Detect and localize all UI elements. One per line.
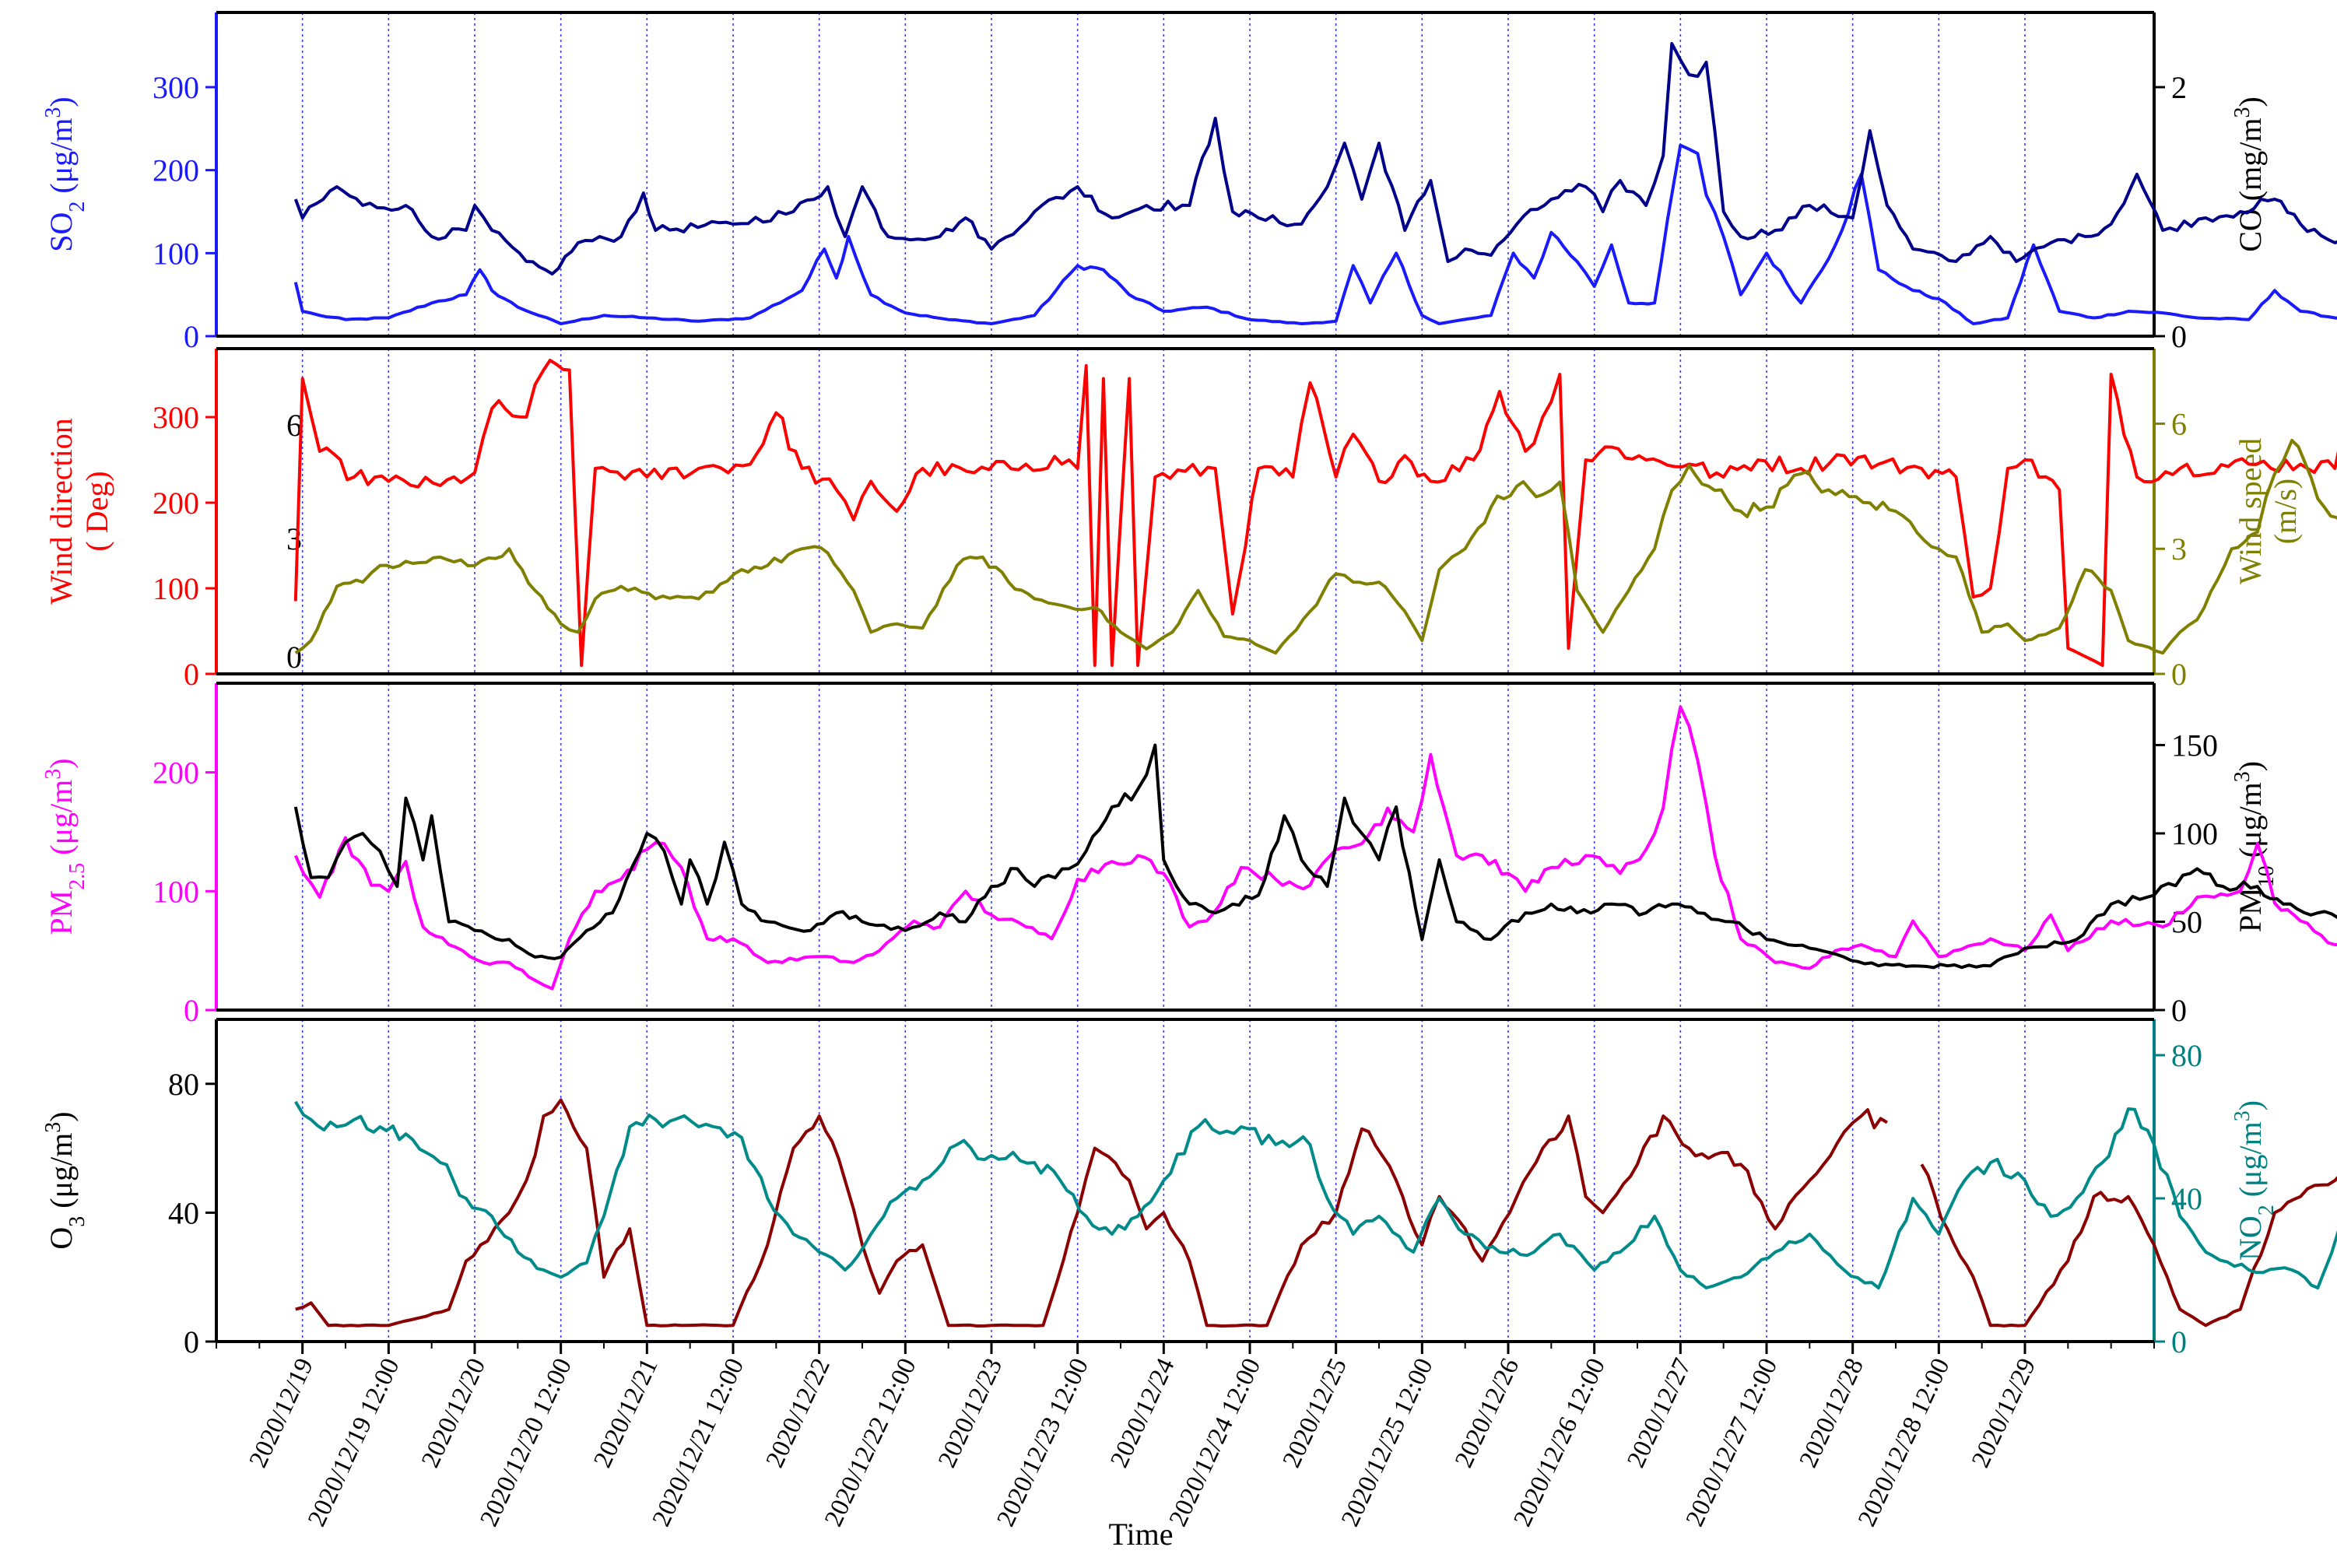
series-line-wind-direction [293,359,2337,667]
x-tick-label: 2020/12/25 [1278,1354,1353,1472]
right-axis-title: CO (mg/m3) [2230,96,2269,252]
right-axis-title: PM10 (μg/m3) [2230,761,2279,932]
panel-so2-co: 0 100 200 300 0 2 SO2 (μg/m3) CO (mg/m3) [41,11,2337,354]
series-line-pm2-5 [293,705,2337,991]
left-axis-title: O3 (μg/m3) [41,1111,89,1249]
left-axis-title: Wind direction [44,418,79,604]
left-axis-title: PM2.5 (μg/m3) [41,758,89,935]
x-tick-label: 2020/12/23 [933,1354,1008,1472]
series-line-o3 [295,1098,1888,1328]
right-tick-label: 3 [2171,531,2187,567]
right-tick-label: 6 [2171,406,2187,441]
x-tick-label: 2020/12/23 12:00 [991,1354,1093,1531]
right-tick-label: 150 [2171,728,2218,763]
left-tick-label: 100 [153,571,199,606]
left-tick-label: 200 [153,756,199,791]
left-tick-label: 300 [153,400,199,435]
x-tick-label: 2020/12/26 12:00 [1508,1354,1610,1531]
left-tick-label: 0 [184,319,199,354]
x-tick-label: 2020/12/26 [1450,1354,1525,1472]
left-tick-label: 200 [153,153,199,188]
inset-label: 3 [286,521,302,556]
left-tick-label: 80 [168,1067,199,1102]
x-tick-label: 2020/12/27 12:00 [1681,1354,1783,1531]
right-axis-title: NO2 (μg/m3) [2230,1100,2279,1261]
right-tick-label: 80 [2171,1038,2202,1073]
inset-label: 6 [286,408,302,443]
left-tick-label: 40 [168,1195,199,1230]
right-tick-label: 0 [2171,993,2187,1028]
x-tick-label: 2020/12/27 [1622,1354,1697,1472]
right-tick-label: 0 [2171,1324,2187,1359]
x-tick-label: 2020/12/20 [416,1354,491,1472]
x-tick-label: 2020/12/22 [761,1354,836,1472]
x-tick-label: 2020/12/21 [588,1354,663,1472]
series-line-co [293,42,2337,275]
left-tick-label: 0 [184,993,199,1028]
x-tick-label: 2020/12/24 12:00 [1164,1354,1266,1531]
left-tick-label: 200 [153,486,199,521]
x-tick-label: 2020/12/28 [1795,1354,1869,1472]
left-tick-label: 100 [153,236,199,271]
x-tick-label: 2020/12/29 [1967,1354,2041,1472]
left-tick-label: 0 [184,1324,199,1359]
x-tick-label: 2020/12/20 12:00 [475,1354,577,1531]
series-line-so2 [293,143,2337,325]
x-tick-label: 2020/12/25 12:00 [1336,1354,1438,1531]
right-axis-unit: (m/s) [2268,479,2303,544]
left-axis-title: SO2 (μg/m3) [41,96,89,251]
x-axis-title: Time [1108,1517,1173,1552]
left-axis-unit: ( Deg) [79,471,114,551]
x-tick-label: 2020/12/19 [244,1354,319,1472]
x-tick-label: 2020/12/22 12:00 [819,1354,921,1531]
series-line-wind-speed [294,438,2337,655]
right-tick-label: 2 [2171,70,2187,105]
x-tick-label: 2020/12/24 [1105,1354,1180,1472]
left-tick-label: 0 [184,657,199,692]
series-line-no2 [294,1100,2337,1289]
right-tick-label: 0 [2171,657,2187,692]
left-tick-label: 300 [153,70,199,105]
x-tick-label: 2020/12/19 12:00 [303,1354,405,1531]
inset-label: 0 [286,640,302,675]
series-line-o3 [1920,1163,2337,1328]
x-tick-label: 2020/12/21 12:00 [647,1354,749,1531]
right-tick-label: 100 [2171,816,2218,851]
x-tick-label: 2020/12/28 12:00 [1853,1354,1955,1531]
left-tick-label: 100 [153,874,199,909]
right-tick-label: 0 [2171,319,2187,354]
series-line-pm10 [293,743,2337,970]
